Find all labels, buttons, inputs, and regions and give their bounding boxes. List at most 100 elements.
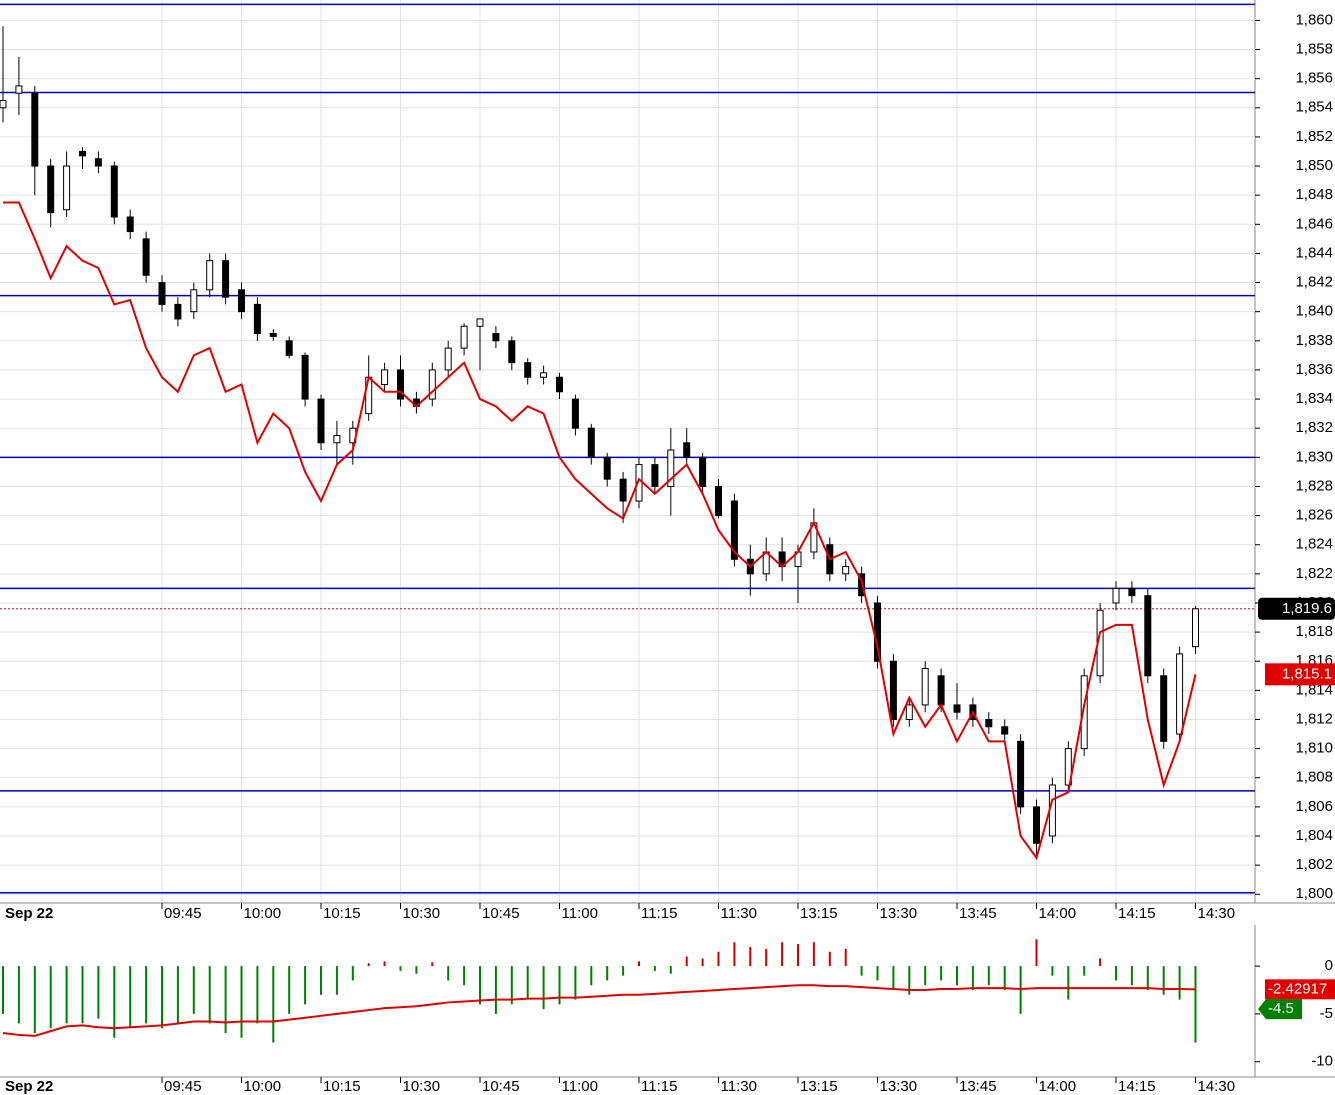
histogram-bar [876,966,879,981]
histogram-bar [844,948,847,967]
time-axis [0,903,1335,925]
candle-body [921,668,929,706]
indicator-line [3,201,1197,861]
histogram-bar [797,944,799,967]
histogram-bar [383,961,386,967]
y-tick-label: 1,832 [1295,419,1333,436]
histogram-bar [1083,966,1086,976]
histogram-bar [638,961,640,967]
candle-body [222,260,230,298]
time-label: 09:45 [164,1078,202,1095]
candle-body [1112,587,1120,604]
time-label: 11:15 [641,905,677,922]
candle-body [508,340,516,364]
candle-body [1064,748,1072,786]
time-axis [0,1077,1335,1095]
histogram-bar [590,966,593,986]
y-tick-label: 1,802 [1295,856,1333,873]
time-label: 13:45 [959,1078,997,1095]
histogram-tag-label: -4.5 [1268,1000,1294,1017]
y-tick-label: 0 [1325,957,1333,974]
candle-body [985,718,993,728]
histogram-bar [17,966,20,1024]
candle-body [142,238,150,276]
histogram-bar [1178,966,1181,1000]
time-label: 14:00 [1039,905,1077,922]
candle-body [603,456,611,480]
candle-body [556,376,563,393]
histogram-bar [987,966,990,986]
histogram-bar [129,966,132,1029]
y-tick-label: 1,858 [1295,40,1333,57]
histogram-bar [97,966,100,1019]
histogram-bar [971,966,974,991]
candle-body [110,165,118,218]
histogram-tag [1258,999,1302,1020]
y-tick-label: 1,822 [1295,565,1333,582]
date-label: Sep 22 [5,1078,53,1095]
candle-body [126,216,134,233]
candle-body [619,478,627,502]
y-tick-label: 1,800 [1295,885,1333,902]
time-label: 10:00 [244,1078,282,1095]
candle-body [301,354,309,400]
time-label: 09:45 [164,905,202,922]
candle-body [889,660,897,720]
y-tick-label: 1,848 [1295,186,1333,203]
histogram-bar [176,966,179,1024]
time-label: 10:00 [244,905,282,922]
candle-body [1017,740,1025,808]
histogram-bar [1194,966,1197,1043]
y-tick-label: 1,844 [1295,244,1333,261]
histogram-bar [1067,966,1070,1000]
candle-body [1128,587,1136,597]
histogram-bar [860,966,863,976]
candle-body [158,282,166,305]
line-tag-label: 1,815.1 [1282,665,1332,682]
histogram-bar [192,966,195,1014]
candle-body [492,333,500,342]
y-tick-label: 1,856 [1295,70,1333,87]
histogram-bar [1162,966,1165,995]
line-tag [1265,663,1335,686]
y-tick-label: 1,828 [1295,477,1333,494]
histogram-bar [653,966,656,971]
y-tick-label: 1,840 [1295,303,1333,320]
histogram-bar [367,963,370,967]
histogram-bar [1115,966,1117,981]
candle-body [730,500,738,560]
candle-body [94,158,102,167]
histogram-bar [288,966,291,1014]
histogram-bar [733,942,736,967]
y-tick-label: 1,818 [1295,623,1333,640]
y-tick-label: 1,826 [1295,507,1333,524]
candle-body [0,99,7,109]
histogram-bar [1099,958,1102,967]
candle-body [667,449,675,487]
signal-tag-label: -2.42917 [1268,980,1327,997]
histogram-bar [1146,966,1149,991]
candle-body [874,602,881,662]
signal-tag [1265,979,1335,1000]
candle-body [1080,675,1088,750]
histogram-bar [892,966,895,991]
candle-body [79,150,86,157]
time-label: 13:15 [800,1078,838,1095]
candle-body [381,369,389,386]
candle-body [285,340,293,356]
histogram-bar [812,942,815,967]
y-tick-label: 1,810 [1295,740,1333,757]
time-label: 10:45 [482,1078,520,1095]
y-tick-label: 1,814 [1295,681,1333,698]
candle-body [460,325,468,349]
histogram-bar [463,966,466,986]
candle-body [1192,608,1199,648]
time-label: 11:00 [562,905,598,922]
time-label: 11:30 [721,905,757,922]
candle-body [1033,806,1040,844]
candle-body [842,566,850,575]
histogram-bar [335,966,338,995]
time-label: 14:15 [1118,905,1156,922]
y-tick-label: 1,812 [1295,710,1333,727]
candle-body [587,427,595,458]
